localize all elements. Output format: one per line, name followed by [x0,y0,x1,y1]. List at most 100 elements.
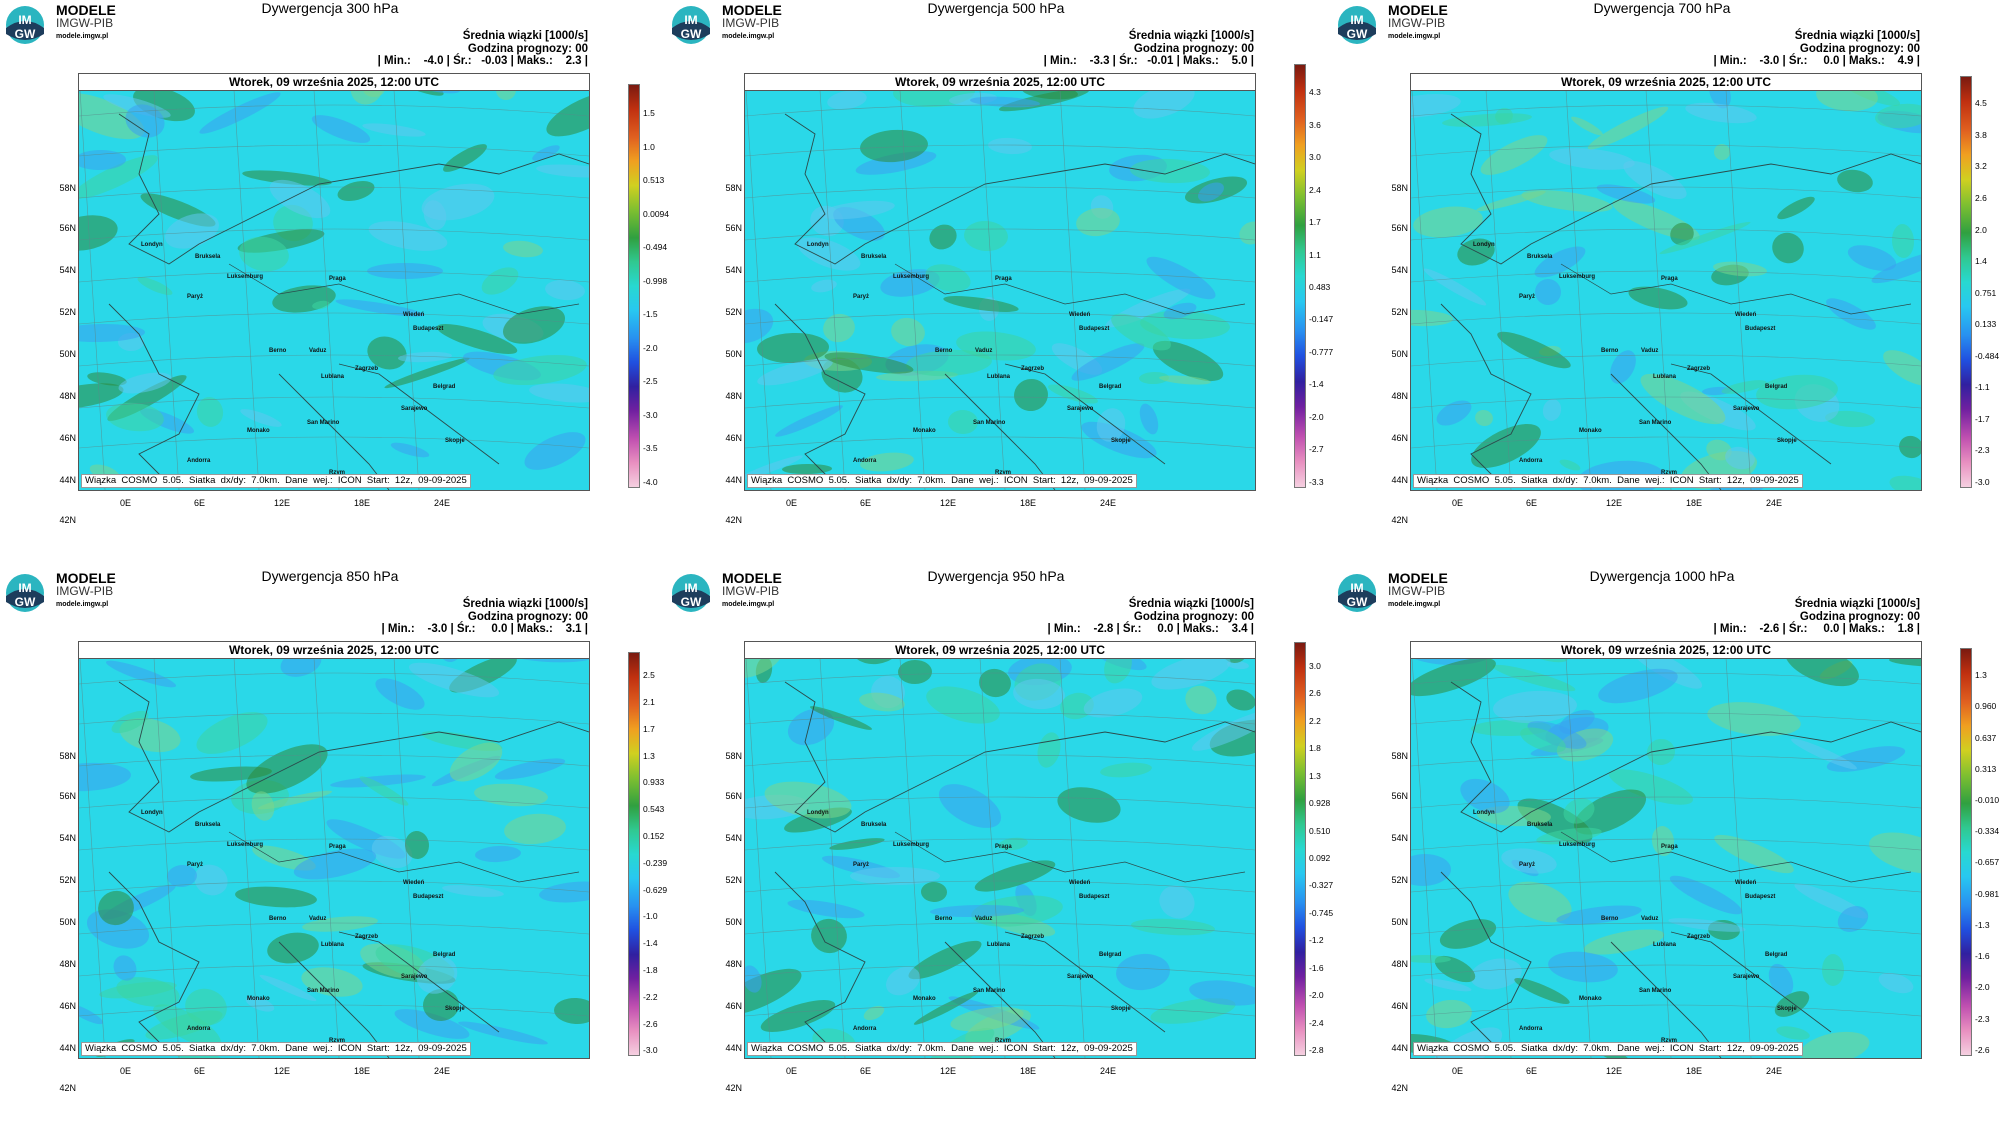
colorbar-tick: 0.513 [643,175,665,185]
lon-label: 18E [354,498,371,508]
lat-label: 52N [59,307,76,317]
divergence-map[interactable]: Wtorek, 09 września 2025, 12:00 UTC Londy… [78,73,590,491]
lat-label: 44N [59,1043,76,1053]
city-label: Monako [1579,996,1602,1002]
colorbar-tick: -0.484 [1975,351,2000,361]
panel-title: Dywergencja 950 hPa [927,568,1065,584]
colorbar-tick: 3.0 [1309,152,1321,162]
city-label: Zagrzeb [355,934,379,940]
divergence-map[interactable]: Wtorek, 09 września 2025, 12:00 UTC Londy… [1410,73,1922,491]
lon-label: 18E [1020,498,1037,508]
colorbar [1960,76,1972,488]
colorbar-tick: -1.6 [1309,963,1324,973]
city-label: Berno [269,916,287,922]
divergence-map[interactable]: Wtorek, 09 września 2025, 12:00 UTC Londy… [744,73,1256,491]
city-label: Rzym [995,1038,1012,1044]
lon-label: 12E [1606,498,1623,508]
city-label: Luksemburg [227,274,264,280]
colorbar-tick: 2.6 [1309,688,1321,698]
city-label: Berno [269,348,287,354]
lat-label: 44N [1391,1043,1408,1053]
city-label: Berno [1601,348,1619,354]
lat-label: 50N [59,917,76,927]
colorbar-tick: 1.3 [1975,670,1987,680]
colorbar-tick: 1.7 [1309,217,1321,227]
lon-label: 12E [274,498,291,508]
forecast-panel: IM GW MODELE IMGW-PIB modele.imgw.pl Dyw… [666,568,1333,1136]
city-label: San Marino [1639,988,1672,994]
lat-label: 42N [1391,1083,1408,1093]
logo-line2: IMGW-PIB [56,584,114,598]
colorbar-tick: -2.8 [1309,1045,1324,1055]
city-label: Vaduz [1641,916,1659,922]
city-label: Vaduz [975,916,993,922]
forecast-hour: Godzina prognozy: 00 [1799,610,1920,623]
lat-label: 56N [1391,223,1408,233]
city-label: Lublana [987,942,1011,948]
city-label: Monako [247,428,270,434]
city-label: Berno [935,916,953,922]
divergence-map[interactable]: Wtorek, 09 września 2025, 12:00 UTC Londy… [1410,641,1922,1059]
colorbar-tick: -1.4 [643,938,658,948]
city-label: Belgrad [433,952,456,958]
stats-line: | Min.: -3.3 | Śr.: -0.01 | Maks.: 5.0 | [1043,55,1254,67]
logo-line1: MODELE [722,570,782,586]
map-canvas [745,74,1255,490]
colorbar-tick: -1.7 [1975,414,1990,424]
panel-meta: Średnia wiązki [1000/s] Godzina prognozy… [378,30,588,68]
city-label: Zagrzeb [1021,366,1045,372]
lat-label: 46N [59,1001,76,1011]
lat-label: 44N [725,1043,742,1053]
divergence-map[interactable]: Wtorek, 09 września 2025, 12:00 UTC Londy… [744,641,1256,1059]
lon-label: 12E [940,1066,957,1076]
valid-date: Wtorek, 09 września 2025, 12:00 UTC [79,74,589,91]
panel-meta: Średnia wiązki [1000/s] Godzina prognozy… [381,598,588,636]
lon-label: 6E [860,498,872,508]
lat-label: 52N [1391,307,1408,317]
city-label: Paryż [1519,294,1536,300]
city-label: Paryż [187,862,204,868]
colorbar-tick: -0.998 [643,276,668,286]
city-label: Rzym [329,1038,346,1044]
colorbar-tick: -2.3 [1975,445,1990,455]
city-label: Zagrzeb [1687,934,1711,940]
city-label: Sarajewo [1733,406,1760,412]
lon-label: 24E [1100,1066,1117,1076]
lon-label: 6E [194,498,206,508]
colorbar-tick: -1.1 [1975,382,1990,392]
city-label: Berno [935,348,953,354]
city-label: Paryż [853,862,870,868]
imgw-logo-mark: IM GW [1338,6,1376,44]
city-label: Lublana [987,374,1011,380]
city-label: Praga [1661,844,1678,850]
city-label: Praga [995,276,1012,282]
divergence-map[interactable]: Wtorek, 09 września 2025, 12:00 UTC Londy… [78,641,590,1059]
colorbar-tick: -2.2 [643,992,658,1002]
lat-label: 50N [725,917,742,927]
logo-mark-bottom: GW [681,27,702,41]
map-canvas [79,74,589,490]
city-label: Lublana [321,942,345,948]
city-label: Belgrad [433,384,456,390]
colorbar-tick: 0.152 [643,831,665,841]
logo-line3: modele.imgw.pl [56,601,109,608]
imgw-logo: IM GW MODELE IMGW-PIB modele.imgw.pl [1336,3,1481,46]
logo-line1: MODELE [722,2,782,18]
lat-label: 42N [725,1083,742,1093]
city-label: Praga [329,844,346,850]
map-canvas [745,642,1255,1058]
model-footer: Wiązka COSMO 5.05. Siatka dx/dy: 7.0km. … [1413,474,1803,488]
lat-label: 42N [1391,515,1408,525]
lat-label: 56N [725,791,742,801]
forecast-hour: Godzina prognozy: 00 [1133,42,1254,55]
city-label: Bruksela [1527,822,1553,828]
city-label: Londyn [1473,242,1495,248]
colorbar-tick: -3.5 [643,443,658,453]
lon-label: 24E [434,498,451,508]
colorbar [628,84,640,488]
colorbar-tick: -1.6 [1975,951,1990,961]
city-label: Sarajewo [401,406,428,412]
mean-label: Średnia wiązki [1000/s] [462,598,588,610]
city-label: San Marino [1639,420,1672,426]
city-label: Skopje [1777,438,1797,444]
